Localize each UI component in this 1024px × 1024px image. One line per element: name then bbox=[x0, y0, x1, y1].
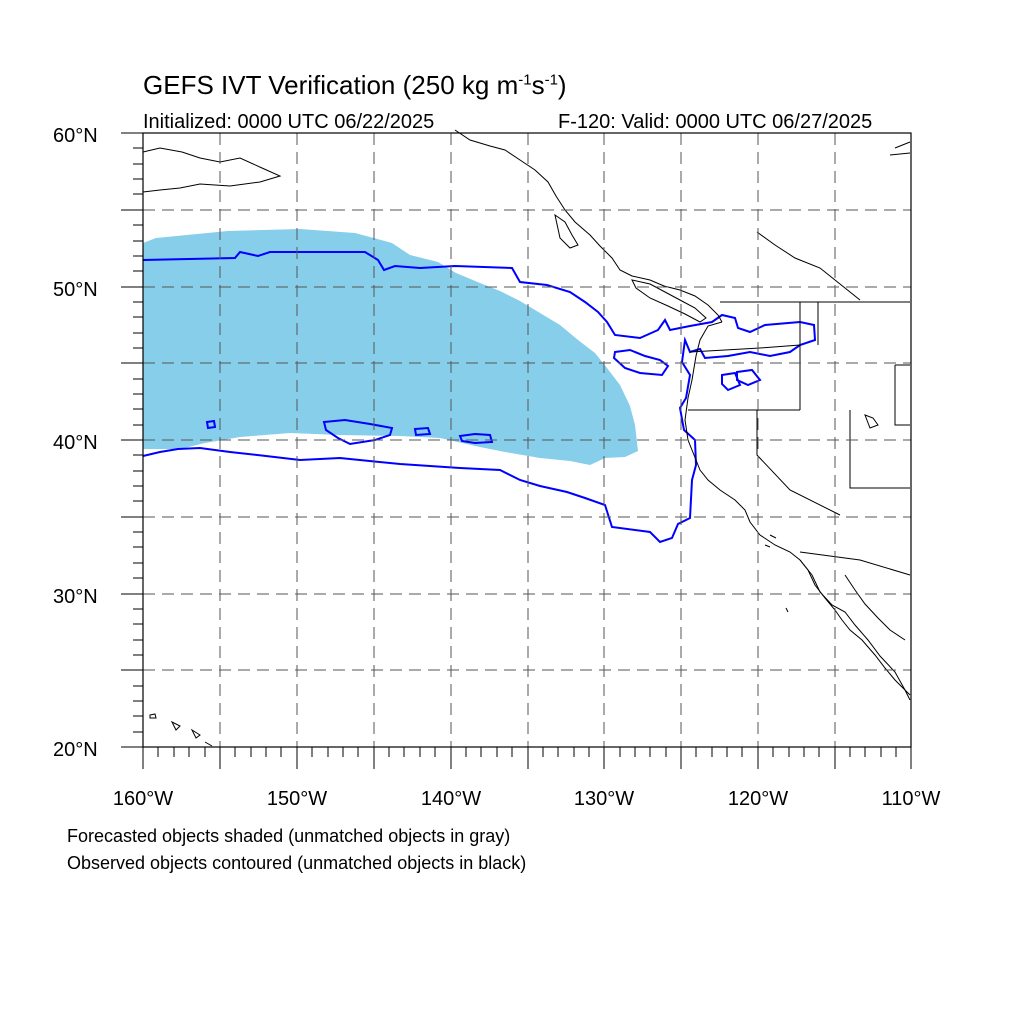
lake-outline bbox=[864, 414, 879, 429]
initialized-time: Initialized: 0000 UTC 06/22/2025 bbox=[143, 111, 435, 133]
lon-major-ticks bbox=[142, 747, 912, 769]
observed-object-contour-b bbox=[721, 371, 742, 392]
lon-label-150W: 150°W bbox=[267, 788, 327, 810]
lon-label-120W: 120°W bbox=[728, 788, 788, 810]
lon-label-130W: 130°W bbox=[574, 788, 634, 810]
lat-label-20N: 20°N bbox=[53, 739, 98, 761]
baja-california bbox=[799, 559, 911, 701]
lat-label-30N: 30°N bbox=[53, 586, 98, 608]
hawaii-islands bbox=[149, 713, 213, 747]
lat-label-50N: 50°N bbox=[53, 279, 98, 301]
gulf-of-california bbox=[844, 574, 906, 641]
lat-minor-ticks bbox=[133, 147, 143, 733]
lat-label-40N: 40°N bbox=[53, 432, 98, 454]
coast-ne-fragment bbox=[889, 141, 911, 156]
observed-object-contour-f bbox=[458, 432, 494, 445]
observed-object-contour-main bbox=[142, 250, 817, 544]
lon-minor-ticks bbox=[157, 747, 897, 757]
alaska-coast bbox=[142, 147, 282, 193]
observed-object-contour-e bbox=[413, 426, 432, 437]
pacific-nw-coast bbox=[684, 321, 911, 696]
lon-mid-ticks bbox=[219, 747, 836, 769]
valid-time: F-120: Valid: 0000 UTC 06/27/2025 bbox=[558, 111, 873, 133]
vancouver-island bbox=[631, 279, 707, 323]
lat-label-60N: 60°N bbox=[53, 125, 98, 147]
channel-islands bbox=[764, 534, 789, 613]
alaska-panhandle-coast bbox=[454, 129, 723, 323]
lat-major-ticks bbox=[121, 132, 143, 748]
observed-object-contour-g bbox=[205, 419, 217, 430]
us-mexico-border bbox=[799, 551, 911, 576]
forecast-note: Forecasted objects shaded (unmatched obj… bbox=[67, 826, 511, 846]
lon-label-110W: 110°W bbox=[882, 788, 941, 810]
nevada-border bbox=[756, 410, 841, 516]
washington-oregon-border bbox=[689, 344, 801, 353]
lat-mid-ticks bbox=[121, 209, 143, 671]
coastlines bbox=[142, 129, 911, 747]
observed-note: Observed objects contoured (unmatched ob… bbox=[67, 853, 527, 873]
observed-object-contour-c bbox=[736, 368, 762, 387]
map-title: GEFS IVT Verification (250 kg m-1s-1) bbox=[143, 70, 567, 100]
wyoming-border bbox=[894, 364, 910, 426]
tick-marks bbox=[121, 132, 912, 769]
bc-islands bbox=[554, 213, 579, 249]
lon-label-160W: 160°W bbox=[113, 788, 173, 810]
observed-object-contour-d bbox=[322, 418, 394, 446]
utah-border bbox=[849, 410, 910, 489]
lon-label-140W: 140°W bbox=[421, 788, 481, 810]
inland-canada-lines bbox=[756, 231, 861, 301]
graticule bbox=[143, 133, 911, 747]
forecast-object-shaded bbox=[143, 229, 638, 465]
